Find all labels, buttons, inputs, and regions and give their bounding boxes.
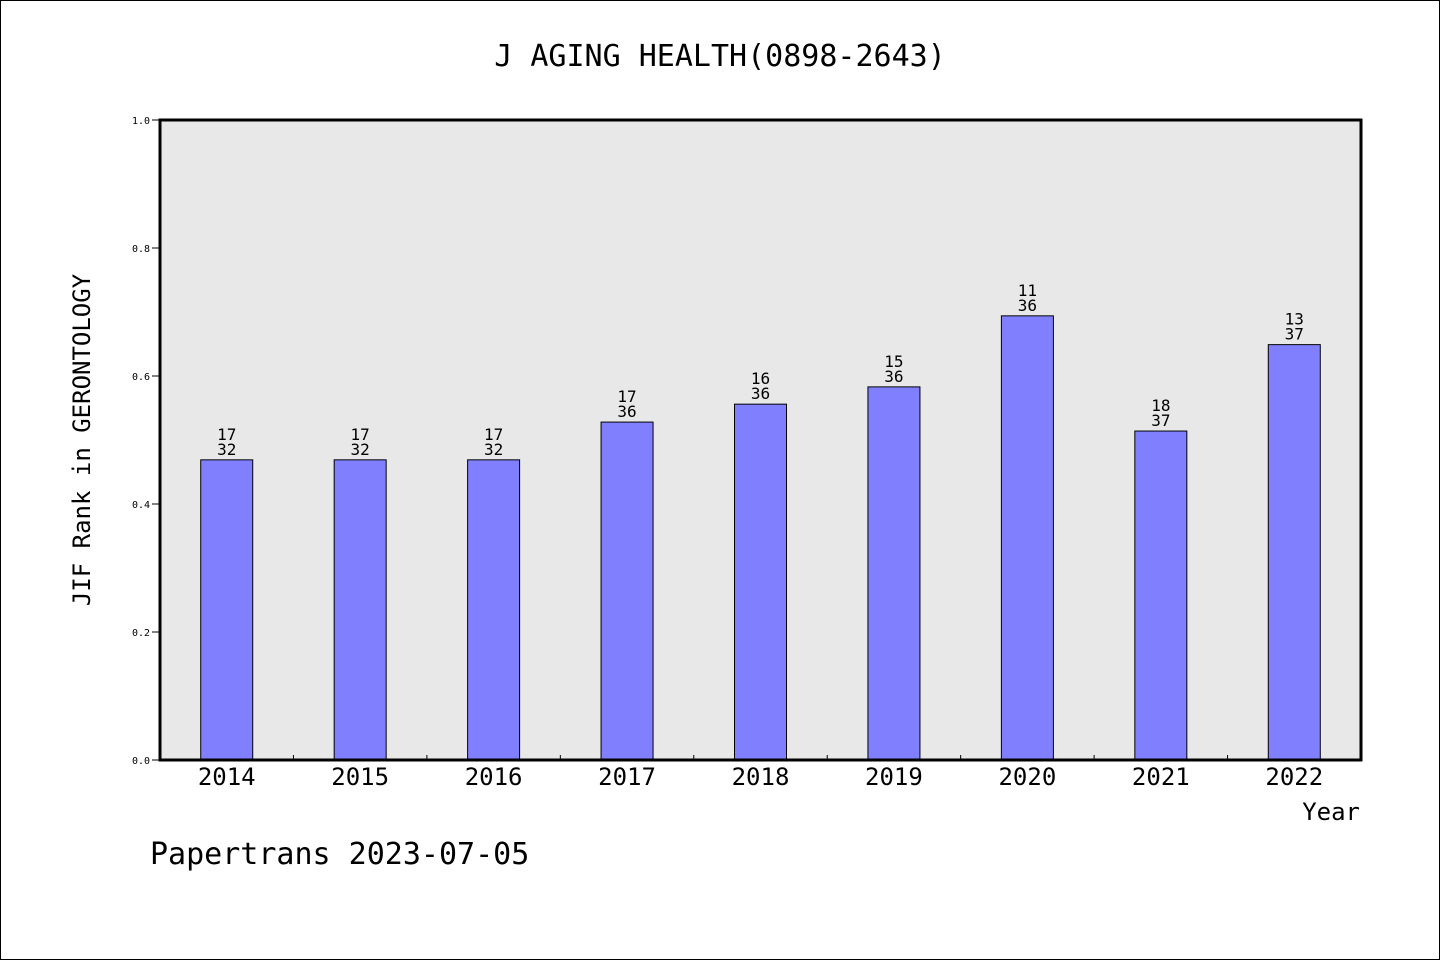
y-axis: 0.0 0.2 0.4 0.6 0.8 1.0 [132, 116, 160, 767]
bar-rank-label: 17 [217, 425, 236, 444]
bar-2019 [867, 386, 921, 761]
footer-text: Papertrans 2023-07-05 [150, 837, 529, 872]
x-tick-label: 2020 [998, 763, 1056, 791]
x-axis: 2014 2015 2016 2017 2018 2019 2020 2021 2022 [198, 755, 1323, 791]
x-tick-label: 2019 [865, 763, 923, 791]
bar-2014 [200, 459, 254, 761]
bar-total-label: 36 [884, 367, 903, 386]
x-tick-label: 2015 [331, 763, 389, 791]
bar-total-label: 36 [751, 384, 770, 403]
bar-2016 [467, 459, 521, 761]
bar-rank-label: 15 [884, 352, 903, 371]
bar-total-label: 32 [217, 440, 236, 459]
bar-total-label: 36 [617, 402, 636, 421]
bar-2022 [1267, 344, 1321, 761]
y-tick-label: 0.4 [132, 500, 150, 511]
x-tick-label: 2016 [465, 763, 523, 791]
x-tick-label: 2014 [198, 763, 256, 791]
bar-2021 [1134, 430, 1188, 761]
bar-rank-label: 16 [751, 369, 770, 388]
bar-rank-label: 13 [1285, 310, 1304, 329]
x-tick-label: 2018 [732, 763, 790, 791]
y-tick-label: 0.0 [132, 756, 150, 767]
bar-rank-label: 17 [484, 425, 503, 444]
chart-title: J AGING HEALTH(0898-2643) [494, 39, 946, 74]
bar-total-label: 36 [1018, 296, 1037, 315]
bar-2020 [1000, 315, 1054, 761]
x-tick-label: 2021 [1132, 763, 1190, 791]
bar-total-label: 37 [1151, 411, 1170, 430]
plot-border [158, 118, 1363, 762]
x-tick-label: 2017 [598, 763, 656, 791]
bar-rank-label: 11 [1018, 281, 1037, 300]
bar-rank-label: 17 [351, 425, 370, 444]
y-tick-label: 0.2 [132, 628, 150, 639]
y-tick-label: 0.6 [132, 372, 150, 383]
x-axis-label: Year [1302, 798, 1360, 826]
y-tick-label: 1.0 [132, 116, 150, 127]
bar-total-label: 32 [484, 440, 503, 459]
bar-total-label: 37 [1285, 325, 1304, 344]
bar-2018 [734, 403, 787, 761]
y-tick-label: 0.8 [132, 244, 150, 255]
y-axis-label: JIF Rank in GERONTOLOGY [68, 273, 96, 606]
bar-2017 [600, 421, 654, 761]
bar-total-label: 32 [351, 440, 370, 459]
bars [200, 315, 1321, 761]
bar-2015 [333, 459, 387, 761]
bar-rank-label: 18 [1151, 396, 1170, 415]
x-tick-label: 2022 [1265, 763, 1323, 791]
bar-rank-label: 17 [617, 387, 636, 406]
